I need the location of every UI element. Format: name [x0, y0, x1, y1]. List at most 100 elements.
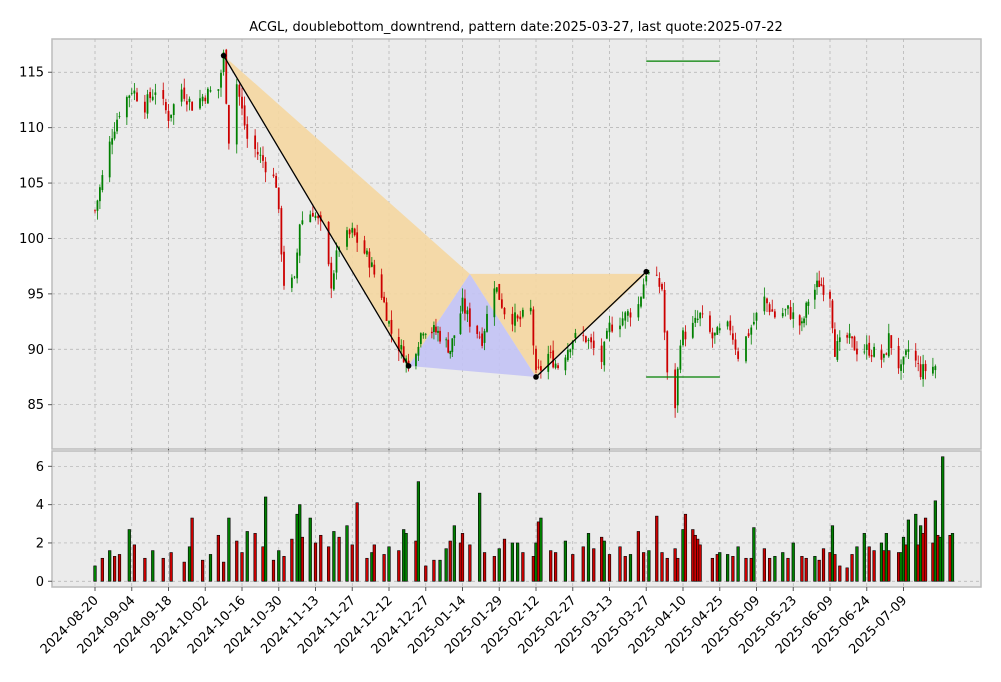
- volume-bar: [452, 525, 456, 582]
- candle: [514, 303, 516, 333]
- candle-body: [199, 98, 201, 109]
- candle-body: [666, 331, 669, 373]
- candle: [716, 325, 719, 336]
- candle: [914, 343, 917, 368]
- candle: [773, 308, 776, 319]
- volume-bar: [736, 546, 740, 582]
- candle: [547, 345, 550, 380]
- price-plot-area: [51, 38, 982, 450]
- candle-body: [822, 285, 825, 295]
- candle: [330, 256, 333, 299]
- candle: [146, 89, 149, 119]
- candle: [167, 104, 170, 129]
- candle: [603, 340, 606, 372]
- candle: [734, 332, 737, 356]
- candle-body: [170, 114, 173, 118]
- candle-body: [771, 309, 774, 312]
- candle-body: [816, 280, 818, 288]
- candle-body: [290, 277, 293, 288]
- volume-bar: [698, 544, 702, 582]
- candle-body: [718, 328, 721, 331]
- candle-body: [146, 94, 149, 114]
- candle: [227, 104, 230, 150]
- volume-bar: [586, 533, 591, 582]
- candle-body: [734, 339, 737, 350]
- candle-body: [149, 92, 152, 99]
- candle: [587, 337, 590, 349]
- candle-body: [684, 331, 687, 340]
- candle: [873, 343, 875, 358]
- candle: [836, 334, 839, 362]
- volume-bar: [492, 556, 496, 582]
- candle: [645, 272, 648, 286]
- candle: [768, 302, 771, 316]
- candle-body: [256, 151, 259, 155]
- candle: [851, 336, 853, 348]
- volume-bar: [416, 481, 421, 582]
- volume-bar: [337, 536, 341, 582]
- candle-body: [745, 336, 747, 362]
- candle: [611, 316, 614, 333]
- volume-bar: [253, 533, 257, 582]
- candle: [919, 356, 922, 380]
- volume-bar: [731, 556, 735, 582]
- candle-body: [637, 304, 640, 318]
- candle-body: [437, 330, 439, 333]
- candle-body: [679, 345, 682, 370]
- candle-body: [133, 90, 136, 94]
- candle-body: [143, 101, 146, 113]
- volume-bar: [271, 559, 276, 582]
- candle: [385, 297, 388, 322]
- candle: [752, 312, 755, 326]
- candle-body: [451, 338, 454, 353]
- volume-bar: [821, 548, 826, 582]
- candle-body: [836, 341, 839, 360]
- volume-bar: [762, 548, 766, 582]
- candle: [243, 96, 246, 130]
- candle: [370, 257, 373, 268]
- candle-body: [605, 330, 608, 339]
- candle-body: [217, 89, 220, 91]
- candle-body: [439, 330, 441, 342]
- price-panel: 85 90 95 100 105 110 115: [19, 38, 982, 453]
- candle: [246, 116, 249, 148]
- candle-body: [516, 315, 519, 319]
- volume-bar: [521, 552, 525, 582]
- candle: [356, 224, 359, 252]
- volume-bar: [749, 557, 753, 582]
- volume-bar: [478, 492, 482, 582]
- candle-body: [781, 313, 784, 317]
- volume-bar: [93, 565, 97, 582]
- candle: [451, 338, 454, 358]
- candle: [368, 248, 371, 278]
- candle: [495, 287, 498, 294]
- candle-body: [624, 312, 627, 321]
- candle: [682, 327, 684, 347]
- candle: [293, 275, 296, 279]
- candle-body: [483, 331, 486, 343]
- candle: [380, 268, 383, 301]
- candle: [417, 341, 420, 361]
- candle: [865, 335, 868, 360]
- candle: [674, 363, 677, 418]
- candle-body: [385, 302, 388, 322]
- candle: [113, 122, 116, 141]
- candle-body: [621, 318, 624, 326]
- candle-body: [162, 90, 165, 99]
- candle: [750, 324, 753, 345]
- candle: [464, 289, 466, 321]
- candle-body: [773, 311, 776, 318]
- candle: [747, 328, 750, 338]
- candle: [807, 299, 810, 315]
- volume-bar: [647, 550, 651, 582]
- candle: [493, 281, 496, 326]
- candle: [829, 289, 831, 308]
- candle: [447, 332, 450, 354]
- volume-bar: [350, 544, 354, 582]
- candle: [424, 332, 427, 339]
- volume-bar: [240, 552, 244, 582]
- candle: [128, 94, 131, 108]
- candle: [540, 360, 542, 379]
- candle: [383, 291, 385, 304]
- candle-body: [887, 333, 890, 357]
